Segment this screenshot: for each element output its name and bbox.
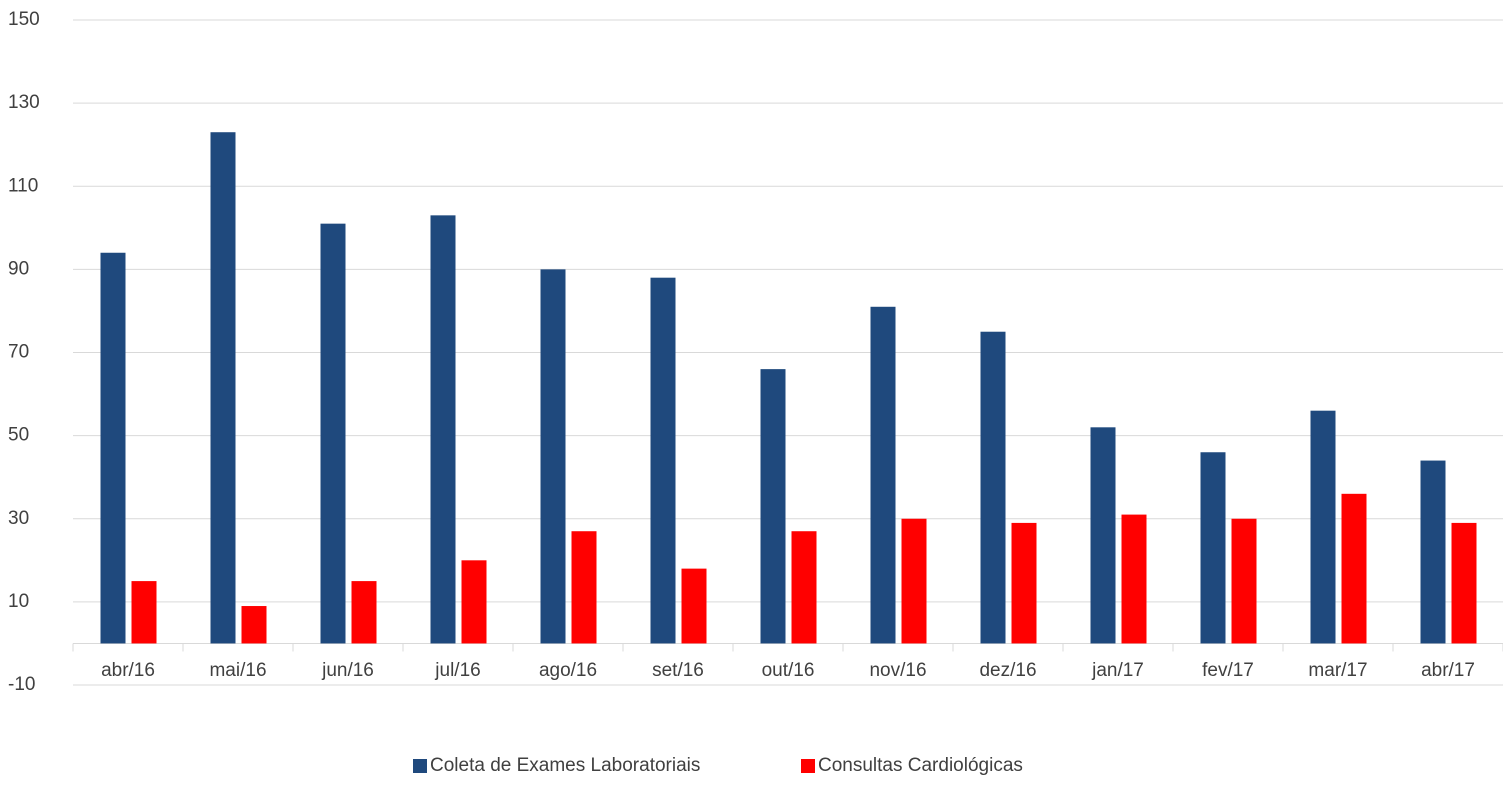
bar xyxy=(1011,522,1037,644)
bar xyxy=(571,531,597,644)
x-tick-label: out/16 xyxy=(762,660,815,681)
x-tick-label: mar/17 xyxy=(1308,660,1367,681)
x-tick-label: jun/16 xyxy=(321,660,374,681)
legend-label: Coleta de Exames Laboratoriais xyxy=(430,755,700,776)
y-tick-label: 90 xyxy=(8,258,29,279)
bar xyxy=(1341,493,1367,644)
x-tick-label: nov/16 xyxy=(869,660,926,681)
bar xyxy=(241,606,267,644)
x-tick-label: jul/16 xyxy=(434,660,480,681)
bar xyxy=(540,269,566,644)
x-tick-label: mai/16 xyxy=(209,660,266,681)
x-tick-label: abr/17 xyxy=(1421,660,1475,681)
bar xyxy=(100,252,126,644)
bar xyxy=(681,568,707,644)
bar xyxy=(901,518,927,644)
bar xyxy=(980,331,1006,644)
bar xyxy=(760,369,786,644)
bar xyxy=(870,306,896,644)
bar xyxy=(1451,522,1477,644)
y-tick-label: 150 xyxy=(8,9,40,30)
bar xyxy=(791,531,817,644)
x-tick-label: abr/16 xyxy=(101,660,155,681)
x-tick-label: ago/16 xyxy=(539,660,597,681)
bar xyxy=(1231,518,1257,644)
y-tick-label: 130 xyxy=(8,92,40,113)
bar xyxy=(1310,410,1336,644)
bar xyxy=(430,215,456,644)
legend-label: Consultas Cardiológicas xyxy=(818,755,1023,776)
legend-swatch xyxy=(801,759,815,773)
bar xyxy=(461,560,487,644)
x-tick-label: dez/16 xyxy=(979,660,1036,681)
y-tick-label: 110 xyxy=(8,175,38,196)
y-tick-label: 70 xyxy=(8,342,29,363)
bar xyxy=(1121,514,1147,644)
bar xyxy=(210,132,236,644)
bar xyxy=(1420,460,1446,644)
y-tick-label: 10 xyxy=(8,591,29,612)
bar xyxy=(320,223,346,644)
bar xyxy=(650,277,676,644)
x-tick-label: fev/17 xyxy=(1202,660,1254,681)
x-tick-label: set/16 xyxy=(652,660,704,681)
bar xyxy=(351,581,377,644)
legend-swatch xyxy=(413,759,427,773)
y-tick-label: 30 xyxy=(8,508,29,529)
y-tick-label: 50 xyxy=(8,425,29,446)
y-tick-label: -10 xyxy=(8,674,35,695)
bar xyxy=(1090,427,1116,644)
x-tick-label: jan/17 xyxy=(1091,660,1144,681)
bar xyxy=(131,581,157,644)
bar xyxy=(1200,452,1226,644)
